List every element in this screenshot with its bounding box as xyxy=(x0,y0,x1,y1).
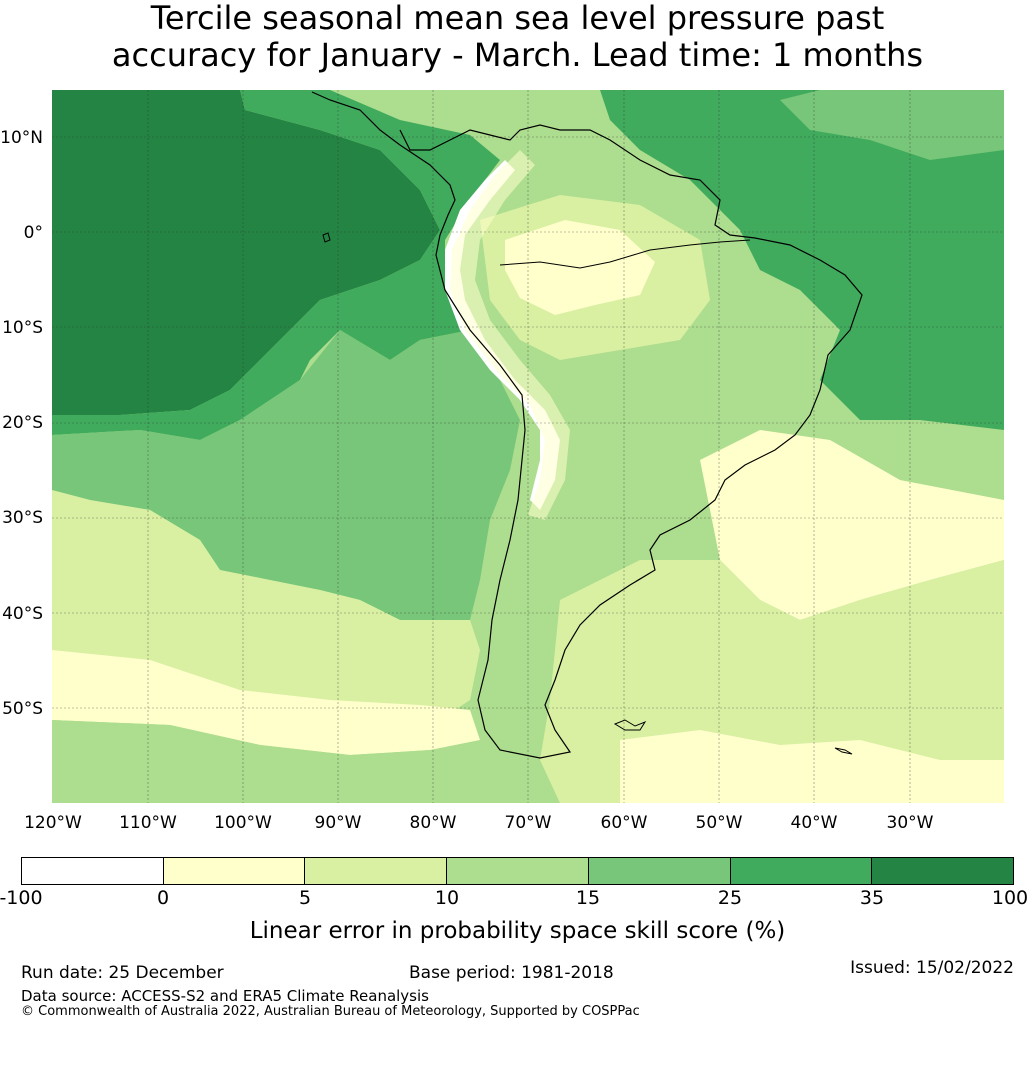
lon-label-70w: 70°W xyxy=(505,813,552,833)
colorbar-tick: 25 xyxy=(717,887,743,909)
colorbar-tick: -100 xyxy=(0,887,43,909)
lon-label-60w: 60°W xyxy=(601,813,648,833)
skill-region-0-5-southpacific xyxy=(52,650,480,755)
skill-region-0-5-andes xyxy=(450,150,570,520)
colorbar-tick: 5 xyxy=(298,887,312,909)
colorbar-bin-2 xyxy=(305,858,448,884)
data-source: Data source: ACCESS-S2 and ERA5 Climate … xyxy=(21,987,429,1005)
lon-label-120w: 120°W xyxy=(24,813,82,833)
run-date: Run date: 25 December xyxy=(21,963,224,983)
colorbar-bin-5 xyxy=(730,858,873,884)
falkland-islands xyxy=(613,719,647,731)
lat-label-0: 0° xyxy=(24,223,43,243)
colorbar-tick: 15 xyxy=(575,887,601,909)
lon-label-50w: 50°W xyxy=(696,813,743,833)
colorbar-tick: 100 xyxy=(991,887,1029,909)
copyright: © Commonwealth of Australia 2022, Austra… xyxy=(21,1004,640,1019)
skill-region-25-35-pacific xyxy=(52,90,500,440)
lat-label-50s: 50°S xyxy=(2,699,43,719)
skill-region-15-25-southpacific xyxy=(52,720,480,803)
amazon-river xyxy=(499,239,751,269)
lon-label-40w: 40°W xyxy=(791,813,838,833)
skill-region-0-5-drake xyxy=(620,730,1004,803)
lon-label-90w: 90°W xyxy=(315,813,362,833)
skill-region-15-25-atlantic xyxy=(780,90,1004,160)
lon-label-100w: 100°W xyxy=(214,813,272,833)
galapagos-islands xyxy=(322,232,331,243)
colorbar-tick: 10 xyxy=(434,887,460,909)
graticule xyxy=(52,90,1004,803)
lat-label-40s: 40°S xyxy=(2,604,43,624)
lat-label-30s: 30°S xyxy=(2,508,43,528)
lat-label-10n: 10°N xyxy=(0,128,43,148)
lat-label-10s: 10°S xyxy=(2,318,43,338)
colorbar-bin-1 xyxy=(163,858,306,884)
colorbar-tick: 0 xyxy=(156,887,170,909)
skill-region-0-5-southatlantic xyxy=(700,430,1004,620)
lon-label-80w: 80°W xyxy=(410,813,457,833)
title-line-1: Tercile seasonal mean sea level pressure… xyxy=(150,0,885,37)
chart-title: Tercile seasonal mean sea level pressure… xyxy=(0,0,1035,74)
lon-label-110w: 110°W xyxy=(119,813,177,833)
skill-region-35-100-pacific xyxy=(52,90,440,415)
lat-label-20s: 20°S xyxy=(2,413,43,433)
issued-date: Issued: 15/02/2022 xyxy=(850,958,1014,978)
colorbar-bin-4 xyxy=(588,858,731,884)
colorbar-tick: 35 xyxy=(859,887,885,909)
skill-map: 10°N 0° 10°S 20°S 30°S 40°S 50°S 120°W 1… xyxy=(0,90,1004,833)
colorbar-bin-3 xyxy=(447,858,589,884)
lon-label-30w: 30°W xyxy=(887,813,934,833)
skill-region-15-25-midpacific xyxy=(52,330,520,620)
south-georgia xyxy=(834,747,853,755)
colorbar-label: Linear error in probability space skill … xyxy=(249,918,786,944)
south-america-coastline xyxy=(311,91,863,759)
colorbar-bin-0 xyxy=(22,858,164,884)
colorbar xyxy=(21,857,1014,885)
skill-region-25-35-atlantic xyxy=(600,90,1004,430)
base-period: Base period: 1981-2018 xyxy=(409,963,614,983)
title-line-2: accuracy for January - March. Lead time:… xyxy=(111,36,924,74)
colorbar-bin-6 xyxy=(872,858,1014,884)
